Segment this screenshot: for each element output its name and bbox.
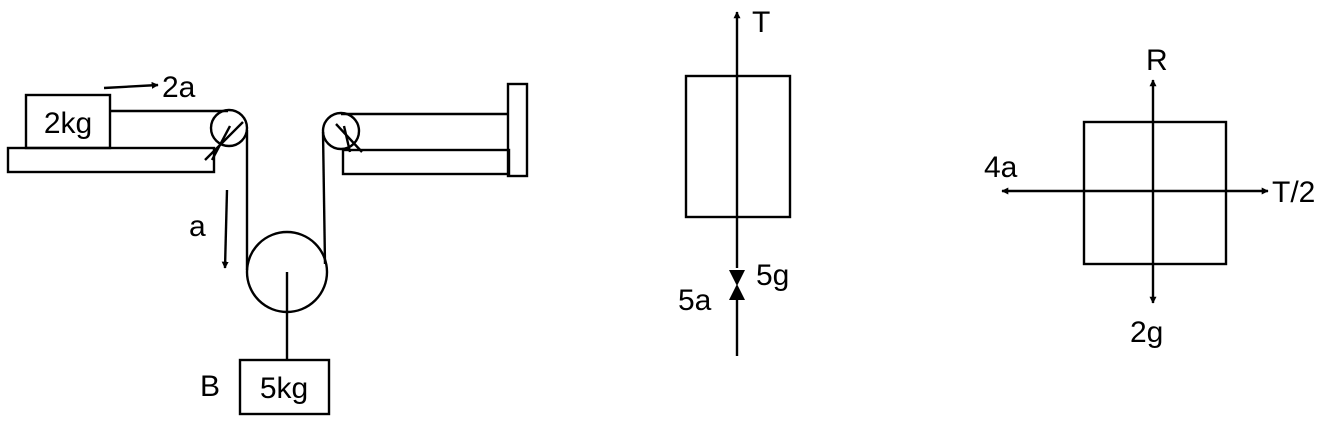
right-pulley-bracket [335,123,363,153]
right-pulley-bracket-2 [342,125,352,153]
block-b-name: B [200,370,220,403]
accel-block-a-arrow [103,81,159,90]
accel-left-label: 4a [984,151,1018,184]
tension-label: T [752,6,770,39]
block-a [24,93,112,150]
right-pulley [321,111,361,151]
pulley-system: 2kg 2a a 5kg B [6,71,529,416]
normal-label: R [1146,44,1168,77]
left-pulley-bracket [204,121,244,161]
fbd-hanging-block: T 5g 5a [678,6,792,356]
right-table [341,148,511,176]
accel-label: 5a [678,284,712,317]
block-a-label: 2kg [44,107,92,140]
tension-right-label: T/2 [1272,176,1315,209]
weight-arrowhead [729,270,745,286]
block-b [238,358,331,416]
left-pulley [209,108,249,148]
accel-block-a-label: 2a [162,71,196,104]
accel-arrowhead [729,284,745,300]
string-right-vertical [321,131,327,265]
block-b-label: 5kg [260,372,308,405]
left-pulley-bracket-2 [210,125,232,161]
wall [506,82,529,178]
left-table [6,146,216,174]
weight-label: 5g [756,259,789,292]
fbd-table-box [1082,120,1228,266]
fbd-table-block: R T/2 2g 4a [984,44,1315,349]
weight-table-label: 2g [1130,316,1163,349]
accel-pulley-arrow [221,189,229,269]
accel-pulley-label: a [189,210,206,243]
